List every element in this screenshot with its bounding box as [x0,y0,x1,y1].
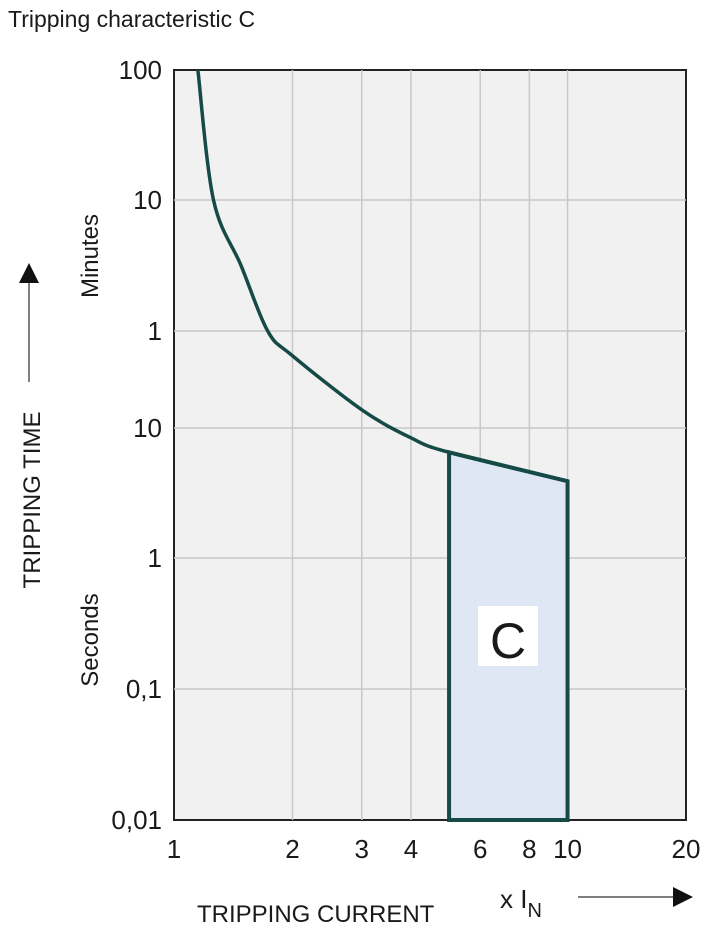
x-axis-title: TRIPPING CURRENT x IN [197,884,693,928]
x-unit-subscript: N [527,900,541,922]
x-tick-label: 20 [672,834,701,864]
tripping-curve [196,69,568,483]
x-tick-label: 3 [355,834,369,864]
x-axis-label: TRIPPING CURRENT [197,901,435,928]
y-tick-label: 10 [133,185,162,215]
band-label-box [478,606,538,666]
y-tick-label: 0,1 [126,674,162,704]
chart-title: Tripping characteristic C [8,6,255,32]
x-unit: x IN [500,884,542,922]
up-arrow-icon [19,263,39,283]
x-tick-label: 4 [404,834,418,864]
y-tick-label: 1 [148,543,162,573]
y-tick-label: 100 [119,55,162,85]
x-tick-label: 8 [522,834,536,864]
x-tick-label: 2 [285,834,299,864]
x-tick-label: 6 [473,834,487,864]
x-tick-label: 1 [167,834,181,864]
y-tick-label: 10 [133,413,162,443]
right-arrow-icon [673,887,693,907]
x-unit-main: x I [500,884,527,914]
band-label: C [490,613,526,669]
y-tick-label: 1 [148,316,162,346]
y-unit-minutes: Minutes [77,214,104,298]
y-unit-seconds: Seconds [77,593,104,686]
x-tick-label: 10 [553,834,582,864]
tick-labels: 1 2 3 4 6 8 10 20 100 10 1 10 1 0,1 0,01 [111,55,700,864]
y-axis-title: TRIPPING TIME Minutes Seconds [19,214,104,687]
y-axis-label: TRIPPING TIME [19,412,46,589]
y-tick-label: 0,01 [111,805,162,835]
